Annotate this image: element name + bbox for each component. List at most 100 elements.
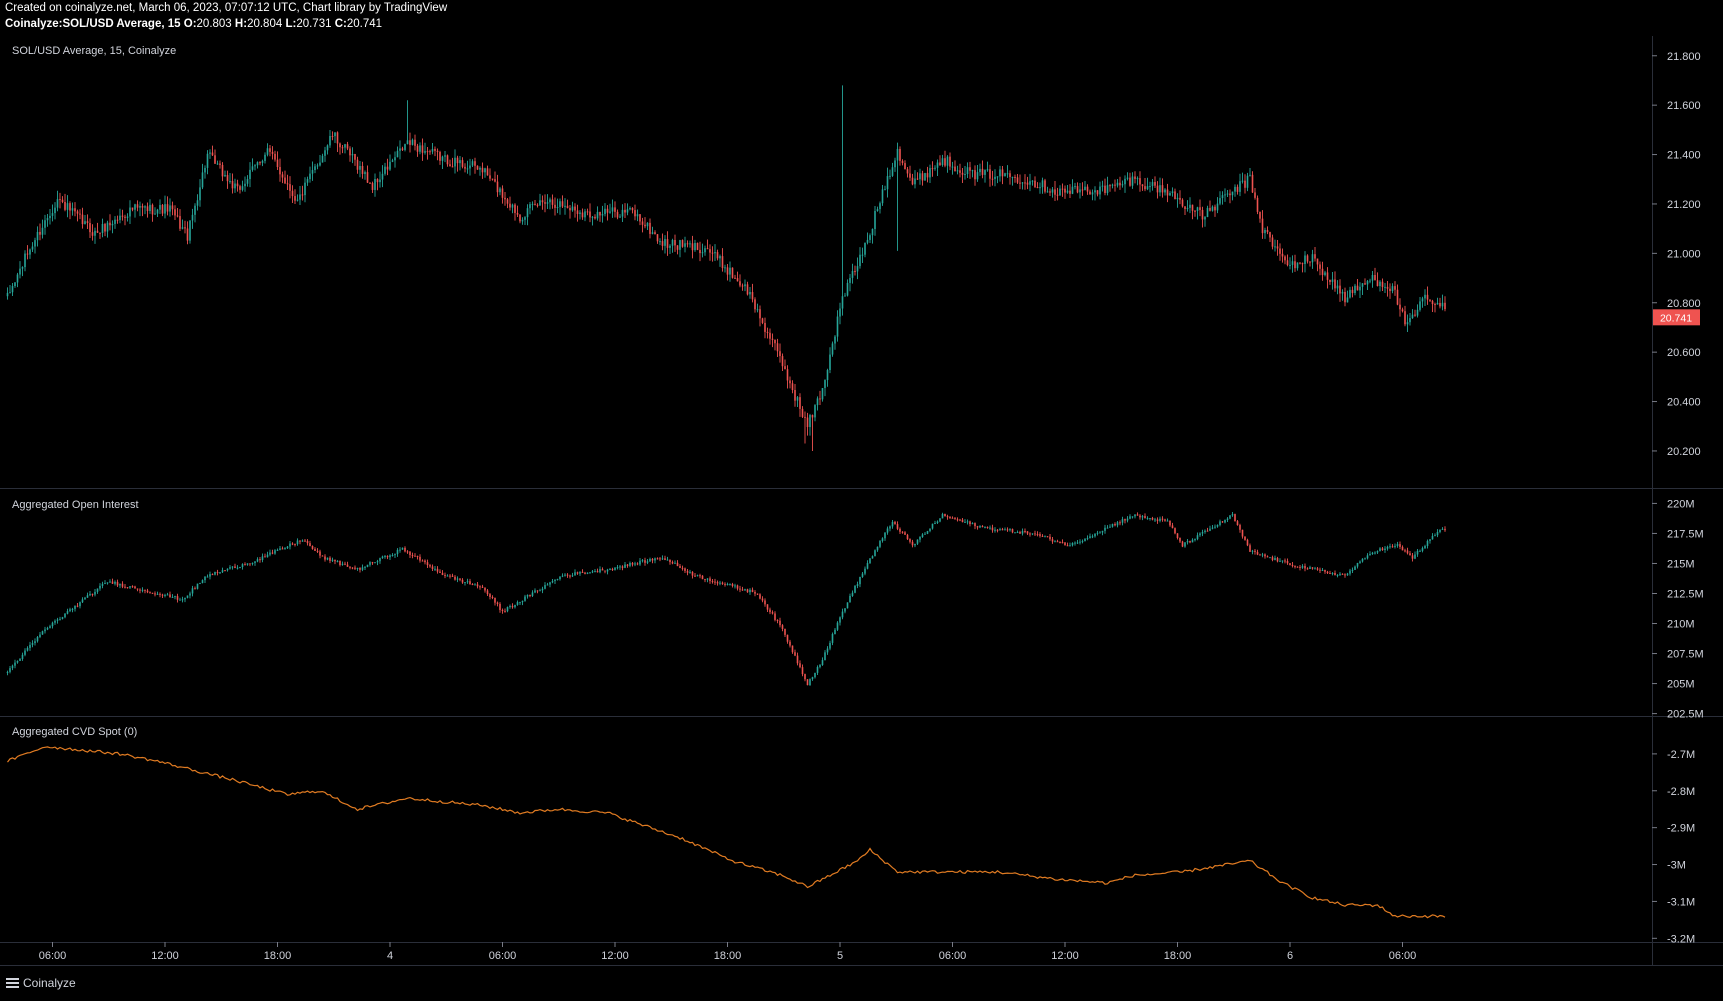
candle-body: [1144, 186, 1146, 190]
candle-body: [1029, 181, 1031, 185]
candle-body: [919, 173, 921, 180]
candle-body: [514, 204, 516, 213]
candle-body: [156, 593, 159, 595]
candle-body: [484, 168, 486, 173]
candle-body: [276, 549, 279, 551]
candle-body: [874, 211, 876, 229]
candle-body: [739, 588, 741, 590]
candle-body: [686, 243, 689, 245]
candle-body: [1126, 518, 1129, 521]
candle-body: [964, 521, 966, 523]
candle-body: [64, 201, 66, 210]
candle-body: [679, 566, 681, 568]
candle-body: [1029, 533, 1031, 535]
candle-body: [481, 167, 484, 173]
candle-body: [359, 165, 361, 170]
candle-body: [979, 526, 981, 528]
candle-body: [309, 173, 311, 180]
candle-body: [89, 593, 91, 596]
candle-body: [914, 543, 916, 546]
candle-body: [391, 555, 394, 557]
candle-body: [1274, 246, 1276, 248]
candle-body: [1191, 204, 1194, 211]
candle-body: [609, 211, 611, 213]
candle-body: [791, 383, 794, 391]
candle-body: [781, 356, 784, 367]
y-tick-label: -3.1M: [1667, 896, 1695, 908]
candle-body: [679, 240, 681, 250]
candle-body: [884, 532, 886, 539]
candle-body: [1304, 255, 1306, 265]
candle-body: [29, 644, 31, 648]
candle-body: [136, 204, 139, 208]
candle-body: [604, 570, 606, 572]
candle-body: [1241, 180, 1244, 182]
candle-body: [216, 571, 219, 573]
candle-body: [1111, 523, 1114, 527]
candle-body: [106, 222, 109, 232]
menu-icon[interactable]: [6, 976, 19, 990]
footer-bar: Coinalyze: [0, 965, 1723, 1001]
candle-body: [846, 602, 849, 609]
candle-body: [1159, 185, 1161, 193]
candle-body: [1004, 529, 1006, 531]
candle-body: [1314, 568, 1316, 570]
candle-body: [809, 679, 811, 686]
high-value: 20.804: [247, 18, 283, 30]
candle-body: [121, 583, 124, 587]
candle-body: [1201, 532, 1204, 534]
candle-body: [256, 559, 259, 562]
candle-body: [346, 564, 349, 567]
candle-body: [1086, 538, 1089, 540]
candle-body: [464, 582, 466, 584]
candle-body: [1319, 264, 1321, 269]
candle-body: [886, 528, 889, 533]
candle-body: [1234, 186, 1236, 192]
candle-body: [206, 576, 209, 578]
candle-body: [264, 556, 266, 558]
footer-brand[interactable]: Coinalyze: [6, 976, 76, 990]
candle-body: [971, 170, 974, 172]
candle-body: [489, 175, 491, 179]
candle-body: [1134, 514, 1136, 517]
candle-body: [1311, 254, 1314, 263]
candle-body: [871, 228, 874, 236]
candle-body: [96, 230, 99, 233]
candle-body: [441, 156, 444, 161]
chart-canvas[interactable]: SOL/USD Average, 15, Coinalyze Aggregate…: [0, 36, 1723, 965]
candle-body: [596, 211, 599, 219]
candle-body: [291, 543, 294, 545]
candle-body: [61, 199, 64, 202]
candle-body: [1401, 546, 1404, 551]
candle-body: [239, 186, 241, 190]
candle-body: [1209, 528, 1211, 531]
candle-body: [181, 227, 184, 229]
candle-body: [604, 208, 606, 215]
candle-body: [816, 667, 819, 673]
y-tick-label: 21.800: [1667, 51, 1701, 63]
close-value: 20.741: [346, 18, 383, 30]
candle-body: [1241, 529, 1244, 537]
candle-body: [554, 204, 556, 208]
candle-body: [24, 253, 26, 268]
y-tick-label: -2.9M: [1667, 823, 1695, 835]
candle-body: [771, 612, 774, 614]
candle-body: [206, 153, 209, 168]
candle-body: [1334, 572, 1336, 576]
y-tick-label: 21.200: [1667, 199, 1701, 211]
candle-body: [529, 204, 531, 209]
candle-body: [501, 188, 504, 198]
candle-body: [1394, 545, 1396, 547]
candle-body: [56, 619, 59, 621]
candle-body: [901, 160, 904, 164]
candle-body: [1111, 184, 1114, 186]
candle-body: [511, 204, 514, 208]
candle-body: [199, 583, 201, 585]
candle-body: [161, 594, 164, 596]
candle-body: [446, 575, 449, 577]
candle-body: [1176, 197, 1179, 200]
candle-body: [784, 366, 786, 370]
candle-body: [541, 200, 544, 203]
candle-body: [1329, 573, 1331, 575]
candle-body: [1044, 536, 1046, 538]
